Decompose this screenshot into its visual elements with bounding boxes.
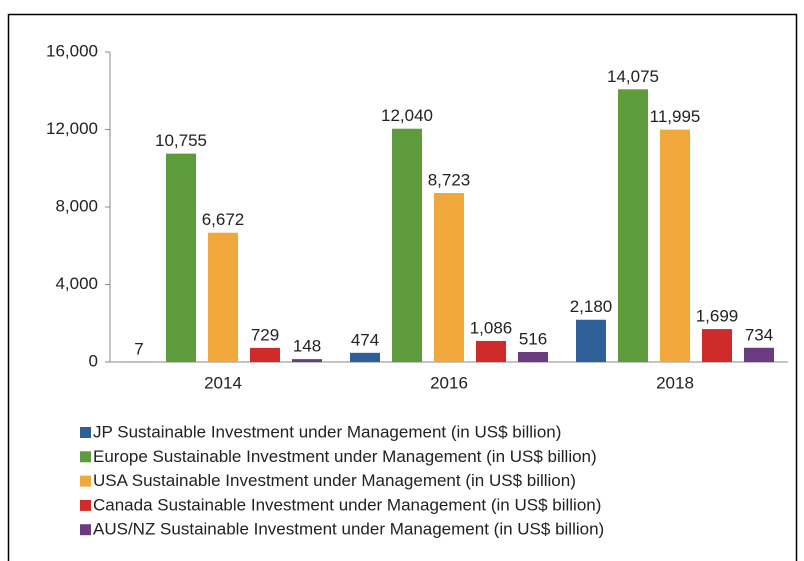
value-label: 8,723 <box>428 170 471 189</box>
bar <box>208 232 238 362</box>
legend-label: JP Sustainable Investment under Manageme… <box>93 422 561 441</box>
legend-label: AUS/NZ Sustainable Investment under Mana… <box>93 520 604 539</box>
bar <box>576 319 606 362</box>
value-label: 1,086 <box>470 318 513 337</box>
bar <box>476 340 506 362</box>
value-label: 11,995 <box>650 107 701 126</box>
value-label: 12,040 <box>381 106 433 125</box>
value-label: 148 <box>293 337 321 356</box>
value-label: 7 <box>134 339 143 358</box>
y-tick-label: 12,000 <box>46 119 98 138</box>
legend-label: USA Sustainable Investment under Managem… <box>93 471 576 490</box>
bar <box>660 129 690 362</box>
value-label: 474 <box>351 330 379 349</box>
value-label: 1,699 <box>696 307 739 326</box>
y-tick-label: 4,000 <box>55 274 98 293</box>
value-label: 734 <box>745 325 773 344</box>
legend-label: Europe Sustainable Investment under Mana… <box>93 447 597 466</box>
legend-swatch <box>80 475 91 487</box>
bar <box>702 329 732 362</box>
legend-swatch <box>80 451 91 463</box>
legend-swatch <box>80 427 91 438</box>
legend-swatch <box>80 524 91 536</box>
y-tick-label: 0 <box>89 351 98 370</box>
value-label: 14,075 <box>607 67 659 86</box>
bar <box>744 347 774 362</box>
bar <box>166 153 196 362</box>
frame <box>7 13 798 561</box>
x-tick-label: 2018 <box>656 373 694 392</box>
value-label: 6,672 <box>202 210 245 229</box>
bar <box>434 192 464 362</box>
bar <box>392 128 422 362</box>
legend-swatch <box>80 499 91 511</box>
x-tick-label: 2016 <box>430 373 468 392</box>
value-label: 516 <box>519 329 547 348</box>
legend-label: Canada Sustainable Investment under Mana… <box>93 495 601 514</box>
x-tick-label: 2014 <box>204 373 242 392</box>
y-tick-label: 16,000 <box>46 41 98 60</box>
y-tick-label: 8,000 <box>55 196 98 215</box>
bar <box>292 359 322 362</box>
value-label: 2,180 <box>570 297 613 316</box>
value-label: 729 <box>251 325 279 344</box>
bar <box>518 352 548 362</box>
bar <box>350 352 380 362</box>
value-label: 10,755 <box>155 131 207 150</box>
bar <box>618 89 648 362</box>
bar <box>250 347 280 362</box>
